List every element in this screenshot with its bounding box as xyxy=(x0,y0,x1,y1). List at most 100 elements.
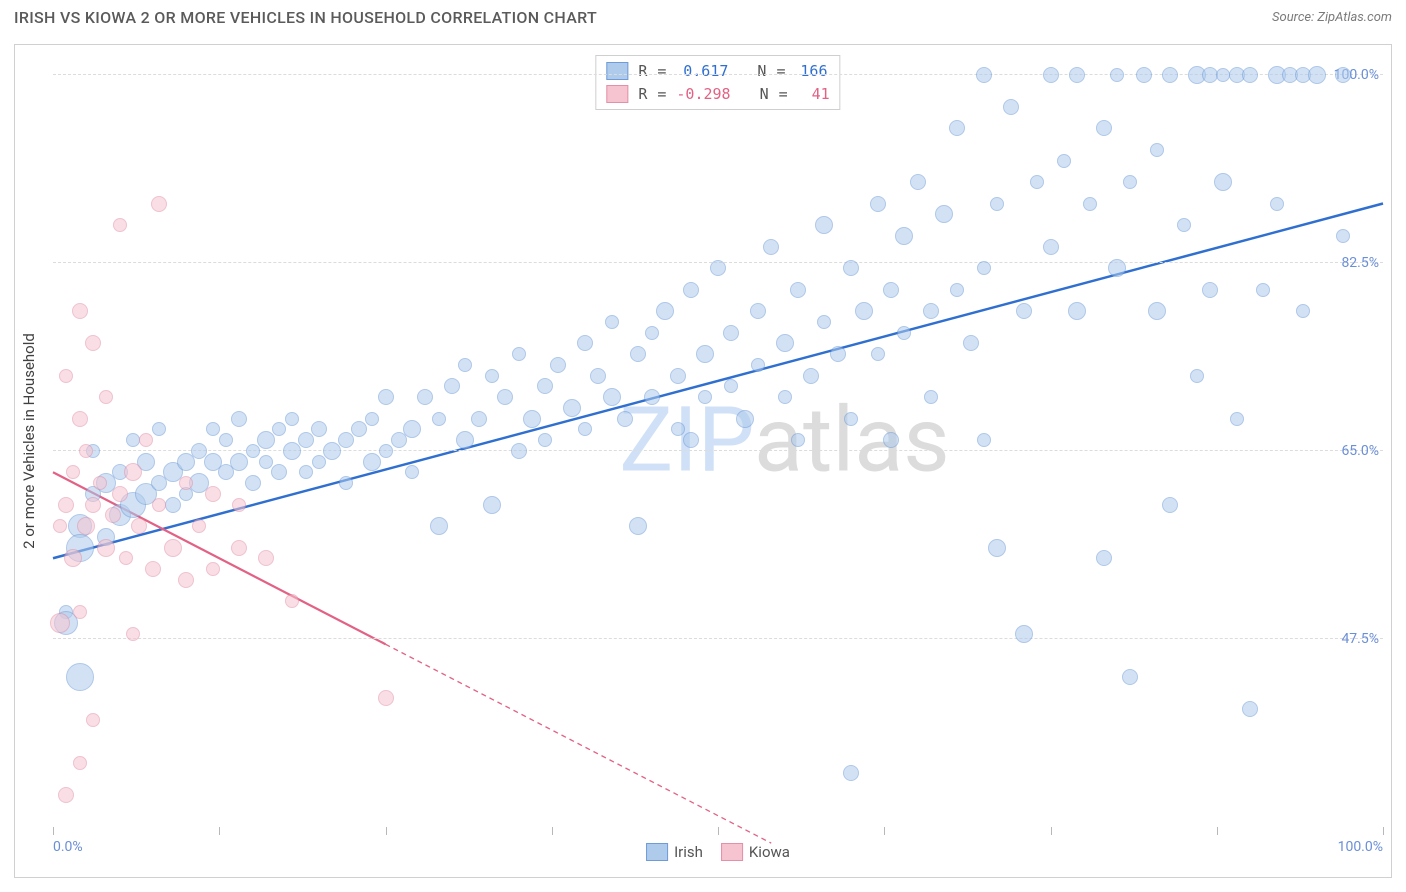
x-tick-label: 100.0% xyxy=(1338,839,1383,855)
scatter-point-irish xyxy=(949,120,965,136)
scatter-point-irish xyxy=(605,315,619,329)
scatter-point-kiowa xyxy=(126,627,140,641)
scatter-point-irish xyxy=(483,496,501,514)
scatter-point-irish xyxy=(870,196,886,212)
scatter-point-kiowa xyxy=(86,713,100,727)
scatter-point-irish xyxy=(883,282,899,298)
scatter-point-irish xyxy=(1296,304,1310,318)
scatter-point-irish xyxy=(1256,283,1270,297)
scatter-point-irish xyxy=(271,464,287,480)
legend-item-kiowa: Kiowa xyxy=(721,843,790,861)
legend-label-kiowa: Kiowa xyxy=(749,843,790,861)
scatter-point-kiowa xyxy=(206,562,220,576)
scatter-point-irish xyxy=(977,433,991,447)
scatter-point-irish xyxy=(1043,67,1059,83)
scatter-point-kiowa xyxy=(53,519,67,533)
scatter-point-irish xyxy=(855,302,873,320)
scatter-point-kiowa xyxy=(105,507,121,523)
scatter-point-kiowa xyxy=(113,218,127,232)
scatter-point-irish xyxy=(883,432,899,448)
scatter-point-irish xyxy=(1190,369,1204,383)
scatter-point-kiowa xyxy=(58,787,74,803)
scatter-point-irish xyxy=(537,378,553,394)
scatter-point-irish xyxy=(976,67,992,83)
scatter-point-irish xyxy=(1016,303,1032,319)
scatter-point-irish xyxy=(1336,229,1350,243)
scatter-point-irish xyxy=(977,261,991,275)
scatter-point-irish xyxy=(338,432,354,448)
scatter-point-kiowa xyxy=(231,540,247,556)
scatter-point-irish xyxy=(671,422,685,436)
scatter-point-irish xyxy=(843,765,859,781)
scatter-point-irish xyxy=(1242,67,1258,83)
scatter-point-irish xyxy=(990,197,1004,211)
scatter-point-irish xyxy=(698,390,712,404)
scatter-point-kiowa xyxy=(79,444,93,458)
scatter-point-irish xyxy=(272,422,286,436)
scatter-point-kiowa xyxy=(59,369,73,383)
scatter-point-irish xyxy=(644,389,660,405)
scatter-point-irish xyxy=(803,368,819,384)
scatter-point-irish xyxy=(1108,259,1126,277)
scatter-point-irish xyxy=(417,389,433,405)
scatter-point-irish xyxy=(246,444,260,458)
scatter-point-irish xyxy=(298,432,314,448)
scatter-point-irish xyxy=(923,303,939,319)
chart-container: 2 or more Vehicles in Household ZIPatlas… xyxy=(14,44,1392,878)
scatter-point-irish xyxy=(843,260,859,276)
stats-row-kiowa: R= -0.298 N= 41 xyxy=(606,83,829,106)
scatter-point-irish xyxy=(603,388,621,406)
scatter-point-irish xyxy=(245,475,261,491)
scatter-point-irish xyxy=(1177,218,1191,232)
scatter-point-irish xyxy=(724,379,738,393)
scatter-point-irish xyxy=(830,346,846,362)
scatter-point-irish xyxy=(152,422,166,436)
scatter-point-kiowa xyxy=(152,498,166,512)
scatter-point-irish xyxy=(924,390,938,404)
scatter-point-irish xyxy=(1122,669,1138,685)
scatter-point-kiowa xyxy=(64,549,82,567)
x-tick xyxy=(552,827,553,835)
scatter-point-irish xyxy=(1123,175,1137,189)
scatter-point-irish xyxy=(1096,550,1112,566)
legend-swatch-irish xyxy=(646,843,668,861)
scatter-point-irish xyxy=(897,326,911,340)
scatter-point-irish xyxy=(1148,302,1166,320)
scatter-point-irish xyxy=(1003,99,1019,115)
scatter-point-irish xyxy=(1230,412,1244,426)
scatter-point-irish xyxy=(790,282,806,298)
scatter-point-irish xyxy=(723,325,739,341)
scatter-point-irish xyxy=(405,465,419,479)
scatter-point-irish xyxy=(1043,239,1059,255)
scatter-point-irish xyxy=(590,368,606,384)
scatter-point-irish xyxy=(230,453,248,471)
stats-n-irish: 166 xyxy=(795,60,827,83)
legend-item-irish: Irish xyxy=(646,843,703,861)
scatter-point-irish xyxy=(751,358,765,372)
scatter-point-kiowa xyxy=(285,594,299,608)
scatter-point-kiowa xyxy=(66,465,80,479)
y-tick-label: 65.0% xyxy=(1341,443,1379,459)
scatter-point-irish xyxy=(683,432,699,448)
scatter-point-irish xyxy=(550,357,566,373)
scatter-point-irish xyxy=(763,239,779,255)
x-tick xyxy=(386,827,387,835)
plot-area: ZIPatlas R= 0.617 N= 166 R= -0.298 N= 41 xyxy=(53,53,1383,827)
scatter-point-irish xyxy=(778,390,792,404)
scatter-point-irish xyxy=(1162,67,1178,83)
scatter-point-irish xyxy=(257,431,275,449)
scatter-point-irish xyxy=(844,412,858,426)
scatter-point-irish xyxy=(815,216,833,234)
scatter-point-irish xyxy=(231,411,247,427)
scatter-point-kiowa xyxy=(85,497,101,513)
scatter-point-irish xyxy=(512,347,526,361)
scatter-point-irish xyxy=(696,345,714,363)
scatter-point-irish xyxy=(379,444,393,458)
scatter-point-kiowa xyxy=(131,518,147,534)
scatter-point-kiowa xyxy=(164,539,182,557)
scatter-point-irish xyxy=(378,389,394,405)
scatter-point-irish xyxy=(630,346,646,362)
scatter-point-irish xyxy=(351,421,367,437)
legend-swatch-kiowa xyxy=(721,843,743,861)
scatter-point-irish xyxy=(219,433,233,447)
